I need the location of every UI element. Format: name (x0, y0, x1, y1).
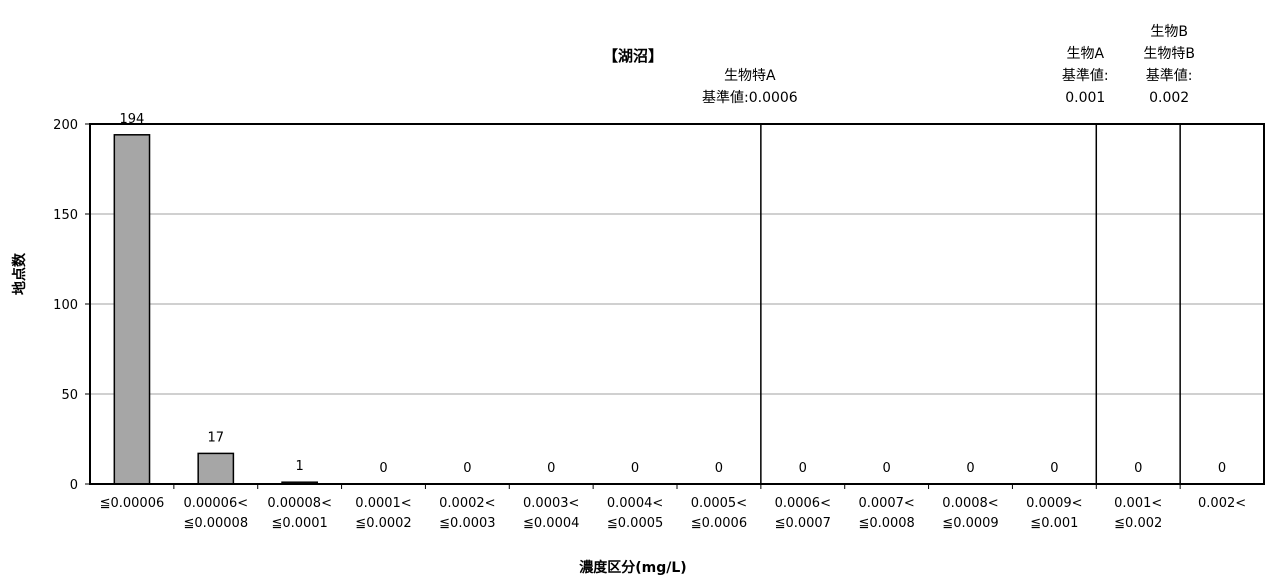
x-tick-label: 0.0003< ≦0.0004 (523, 496, 579, 531)
reference-line-label: 生物特A 基準値:0.0006 (702, 68, 798, 106)
data-label: 0 (1050, 461, 1058, 476)
data-label: 0 (379, 461, 387, 476)
x-tick-label: 0.00006< ≦0.00008 (183, 496, 248, 531)
y-tick-label: 100 (53, 298, 78, 313)
data-labels: 194 17 1 0 0 0 0 0 0 0 0 0 0 0 (120, 112, 1227, 476)
x-tick-label: 0.001< ≦0.002 (1114, 496, 1162, 531)
gridlines (90, 213, 1264, 395)
reference-lines (760, 124, 1181, 484)
x-tick-label: 0.0008< ≦0.0009 (942, 496, 998, 531)
chart-title: 【湖沼】 (603, 47, 663, 65)
reference-line-label: 生物A 基準値: 0.001 (1062, 46, 1109, 106)
x-tick-label: 0.0006< ≦0.0007 (775, 496, 831, 531)
bar (113, 134, 151, 485)
x-axis-ticks: ≦0.00006 0.00006< ≦0.00008 0.00008< ≦0.0001 0… (100, 484, 1246, 531)
x-tick-label: 0.0007< ≦0.0008 (858, 496, 914, 531)
x-tick-label: ≦0.00006 (100, 496, 165, 511)
data-label: 17 (208, 430, 225, 445)
data-label: 1 (296, 459, 304, 474)
x-tick-label: 0.00008< ≦0.0001 (267, 496, 332, 531)
x-tick-label: 0.0005< ≦0.0006 (691, 496, 747, 531)
data-label: 0 (883, 461, 891, 476)
y-tick-label: 0 (70, 478, 78, 493)
x-axis-label: 濃度区分(mg/L) (579, 559, 686, 576)
data-label: 194 (120, 112, 145, 127)
bar (197, 452, 235, 485)
data-label: 0 (547, 461, 555, 476)
data-label: 0 (631, 461, 639, 476)
data-label: 0 (1134, 461, 1142, 476)
x-tick-label: 0.0009< ≦0.001 (1026, 496, 1082, 531)
reference-line-labels: 生物特A 基準値:0.0006 生物A 基準値: 0.001 生物B 生物特B 基準値: 0.0… (702, 24, 1195, 106)
data-label: 0 (1218, 461, 1226, 476)
y-tick-label: 50 (61, 388, 78, 403)
data-label: 0 (799, 461, 807, 476)
y-tick-label: 150 (53, 208, 78, 223)
y-axis-ticks: 0 50 100 150 200 (53, 118, 90, 493)
reference-line-label: 生物B 生物特B 基準値: 0.002 (1143, 24, 1195, 106)
x-tick-label: 0.0001< ≦0.0002 (355, 496, 411, 531)
data-label: 0 (966, 461, 974, 476)
data-label: 0 (715, 461, 723, 476)
x-tick-label: 0.0002< ≦0.0003 (439, 496, 495, 531)
x-tick-label: 0.0004< ≦0.0005 (607, 496, 663, 531)
x-tick-label: 0.002< (1198, 496, 1246, 511)
y-tick-label: 200 (53, 118, 78, 133)
y-axis-label: 地点数 (11, 252, 28, 295)
data-label: 0 (463, 461, 471, 476)
